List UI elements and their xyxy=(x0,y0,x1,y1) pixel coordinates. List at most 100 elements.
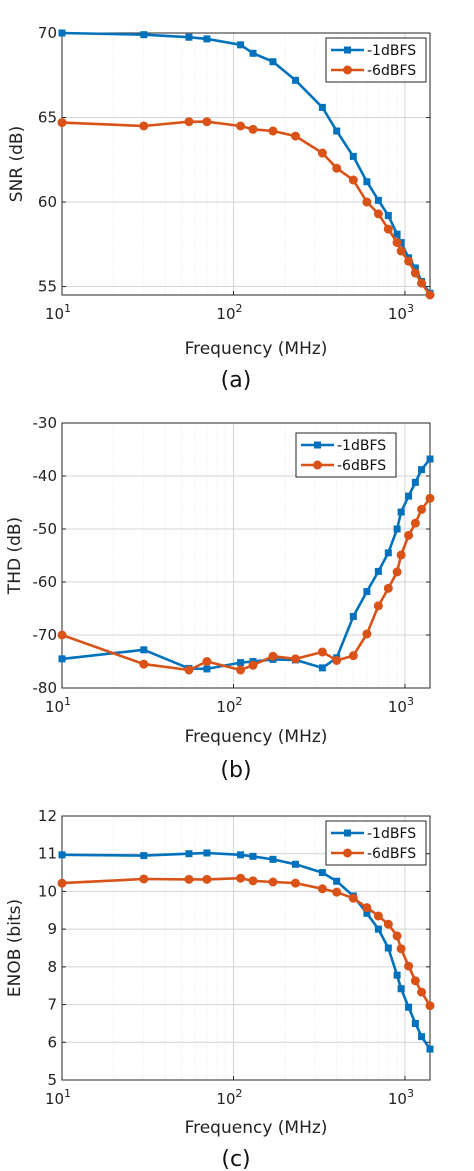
y-tick-label: 11 xyxy=(38,845,57,863)
legend: -1dBFS -6dBFS xyxy=(325,37,427,83)
y-tick-label: 6 xyxy=(47,1033,57,1051)
data-point xyxy=(332,163,342,173)
data-point xyxy=(249,49,257,57)
data-point xyxy=(203,849,211,857)
data-point xyxy=(236,665,246,675)
data-point xyxy=(348,651,358,661)
y-tick-label: 10 xyxy=(38,882,57,900)
legend-marker xyxy=(343,65,352,75)
data-point xyxy=(184,665,194,675)
series-minus-6dbfs xyxy=(57,493,435,675)
data-point xyxy=(417,987,427,997)
data-point xyxy=(248,660,258,670)
data-point xyxy=(332,887,342,897)
data-point xyxy=(202,657,212,666)
data-point xyxy=(318,869,326,877)
legend-label: -1dBFS xyxy=(337,438,386,454)
data-point xyxy=(392,567,402,577)
data-point xyxy=(410,976,420,986)
data-point xyxy=(425,493,435,503)
data-point xyxy=(333,127,341,135)
data-point xyxy=(396,550,406,560)
data-point xyxy=(58,29,66,37)
data-point xyxy=(139,874,149,884)
data-point xyxy=(405,1003,413,1011)
data-point xyxy=(404,256,414,266)
data-point xyxy=(248,876,258,886)
data-point xyxy=(383,224,393,234)
data-point xyxy=(291,76,299,84)
x-tick-label: 103 xyxy=(388,302,414,323)
legend-label: -6dBFS xyxy=(367,63,416,79)
data-point xyxy=(410,268,420,278)
data-point xyxy=(236,873,246,883)
data-point xyxy=(140,646,148,654)
x-tick-label: 103 xyxy=(388,1087,414,1108)
y-tick-label: 9 xyxy=(47,920,57,938)
data-point xyxy=(392,238,402,248)
y-tick-label: -80 xyxy=(33,679,58,697)
x-tick-label: 102 xyxy=(216,1087,242,1108)
y-axis-label: ENOB (bits) xyxy=(5,899,25,997)
data-point xyxy=(396,246,406,256)
y-tick-label: 7 xyxy=(47,996,57,1014)
y-tick-label: 12 xyxy=(38,807,57,825)
x-tick-label: 101 xyxy=(45,302,71,323)
data-point xyxy=(373,911,383,921)
data-point xyxy=(426,455,434,463)
data-point xyxy=(58,851,66,859)
legend-label: -1dBFS xyxy=(367,43,416,59)
data-point xyxy=(384,549,392,557)
data-point xyxy=(411,478,419,486)
legend-marker xyxy=(344,829,351,837)
data-point xyxy=(203,665,211,673)
data-point xyxy=(318,664,326,672)
data-point xyxy=(317,148,327,158)
axes-box xyxy=(61,32,431,296)
data-point xyxy=(383,919,393,929)
data-point xyxy=(140,852,148,860)
data-point xyxy=(418,466,426,474)
data-point xyxy=(363,178,371,186)
legend-marker xyxy=(344,46,351,54)
series-minus-1dbfs xyxy=(58,849,434,1053)
data-point xyxy=(58,655,66,663)
y-tick-label: -60 xyxy=(33,573,58,591)
data-point xyxy=(393,971,401,979)
data-point xyxy=(237,41,245,49)
legend: -1dBFS -6dBFS xyxy=(325,820,427,866)
data-point xyxy=(426,1045,434,1053)
x-axis-label: Frequency (MHz) xyxy=(185,339,328,359)
y-tick-label: 55 xyxy=(38,278,57,296)
data-point xyxy=(397,985,405,993)
data-point xyxy=(348,893,358,903)
data-point xyxy=(268,651,278,661)
legend-marker xyxy=(314,441,321,449)
legend-label: -6dBFS xyxy=(367,846,416,862)
legend-box xyxy=(325,820,427,866)
data-point xyxy=(269,855,277,863)
data-point xyxy=(349,152,357,160)
data-point xyxy=(362,197,372,207)
data-point xyxy=(417,278,427,288)
data-point xyxy=(184,117,194,127)
data-point xyxy=(393,230,401,238)
data-point xyxy=(374,567,382,575)
y-tick-label: -50 xyxy=(33,520,58,538)
data-point xyxy=(184,874,194,884)
data-point xyxy=(404,961,414,971)
data-point xyxy=(396,944,406,954)
data-point xyxy=(418,1033,426,1041)
chart-panel-b: -80 -70 -60 -50 -40 -30 101 102 103 Frequency (MH… xyxy=(5,414,435,783)
legend-marker xyxy=(313,460,322,470)
data-point xyxy=(236,121,246,131)
data-point xyxy=(348,175,358,185)
data-point xyxy=(317,647,327,657)
legend-marker xyxy=(343,848,352,858)
y-tick-label: 5 xyxy=(47,1071,57,1089)
legend-box xyxy=(295,432,397,478)
x-tick-label: 102 xyxy=(216,302,242,323)
y-tick-label: 70 xyxy=(38,24,57,42)
data-point xyxy=(417,504,427,514)
